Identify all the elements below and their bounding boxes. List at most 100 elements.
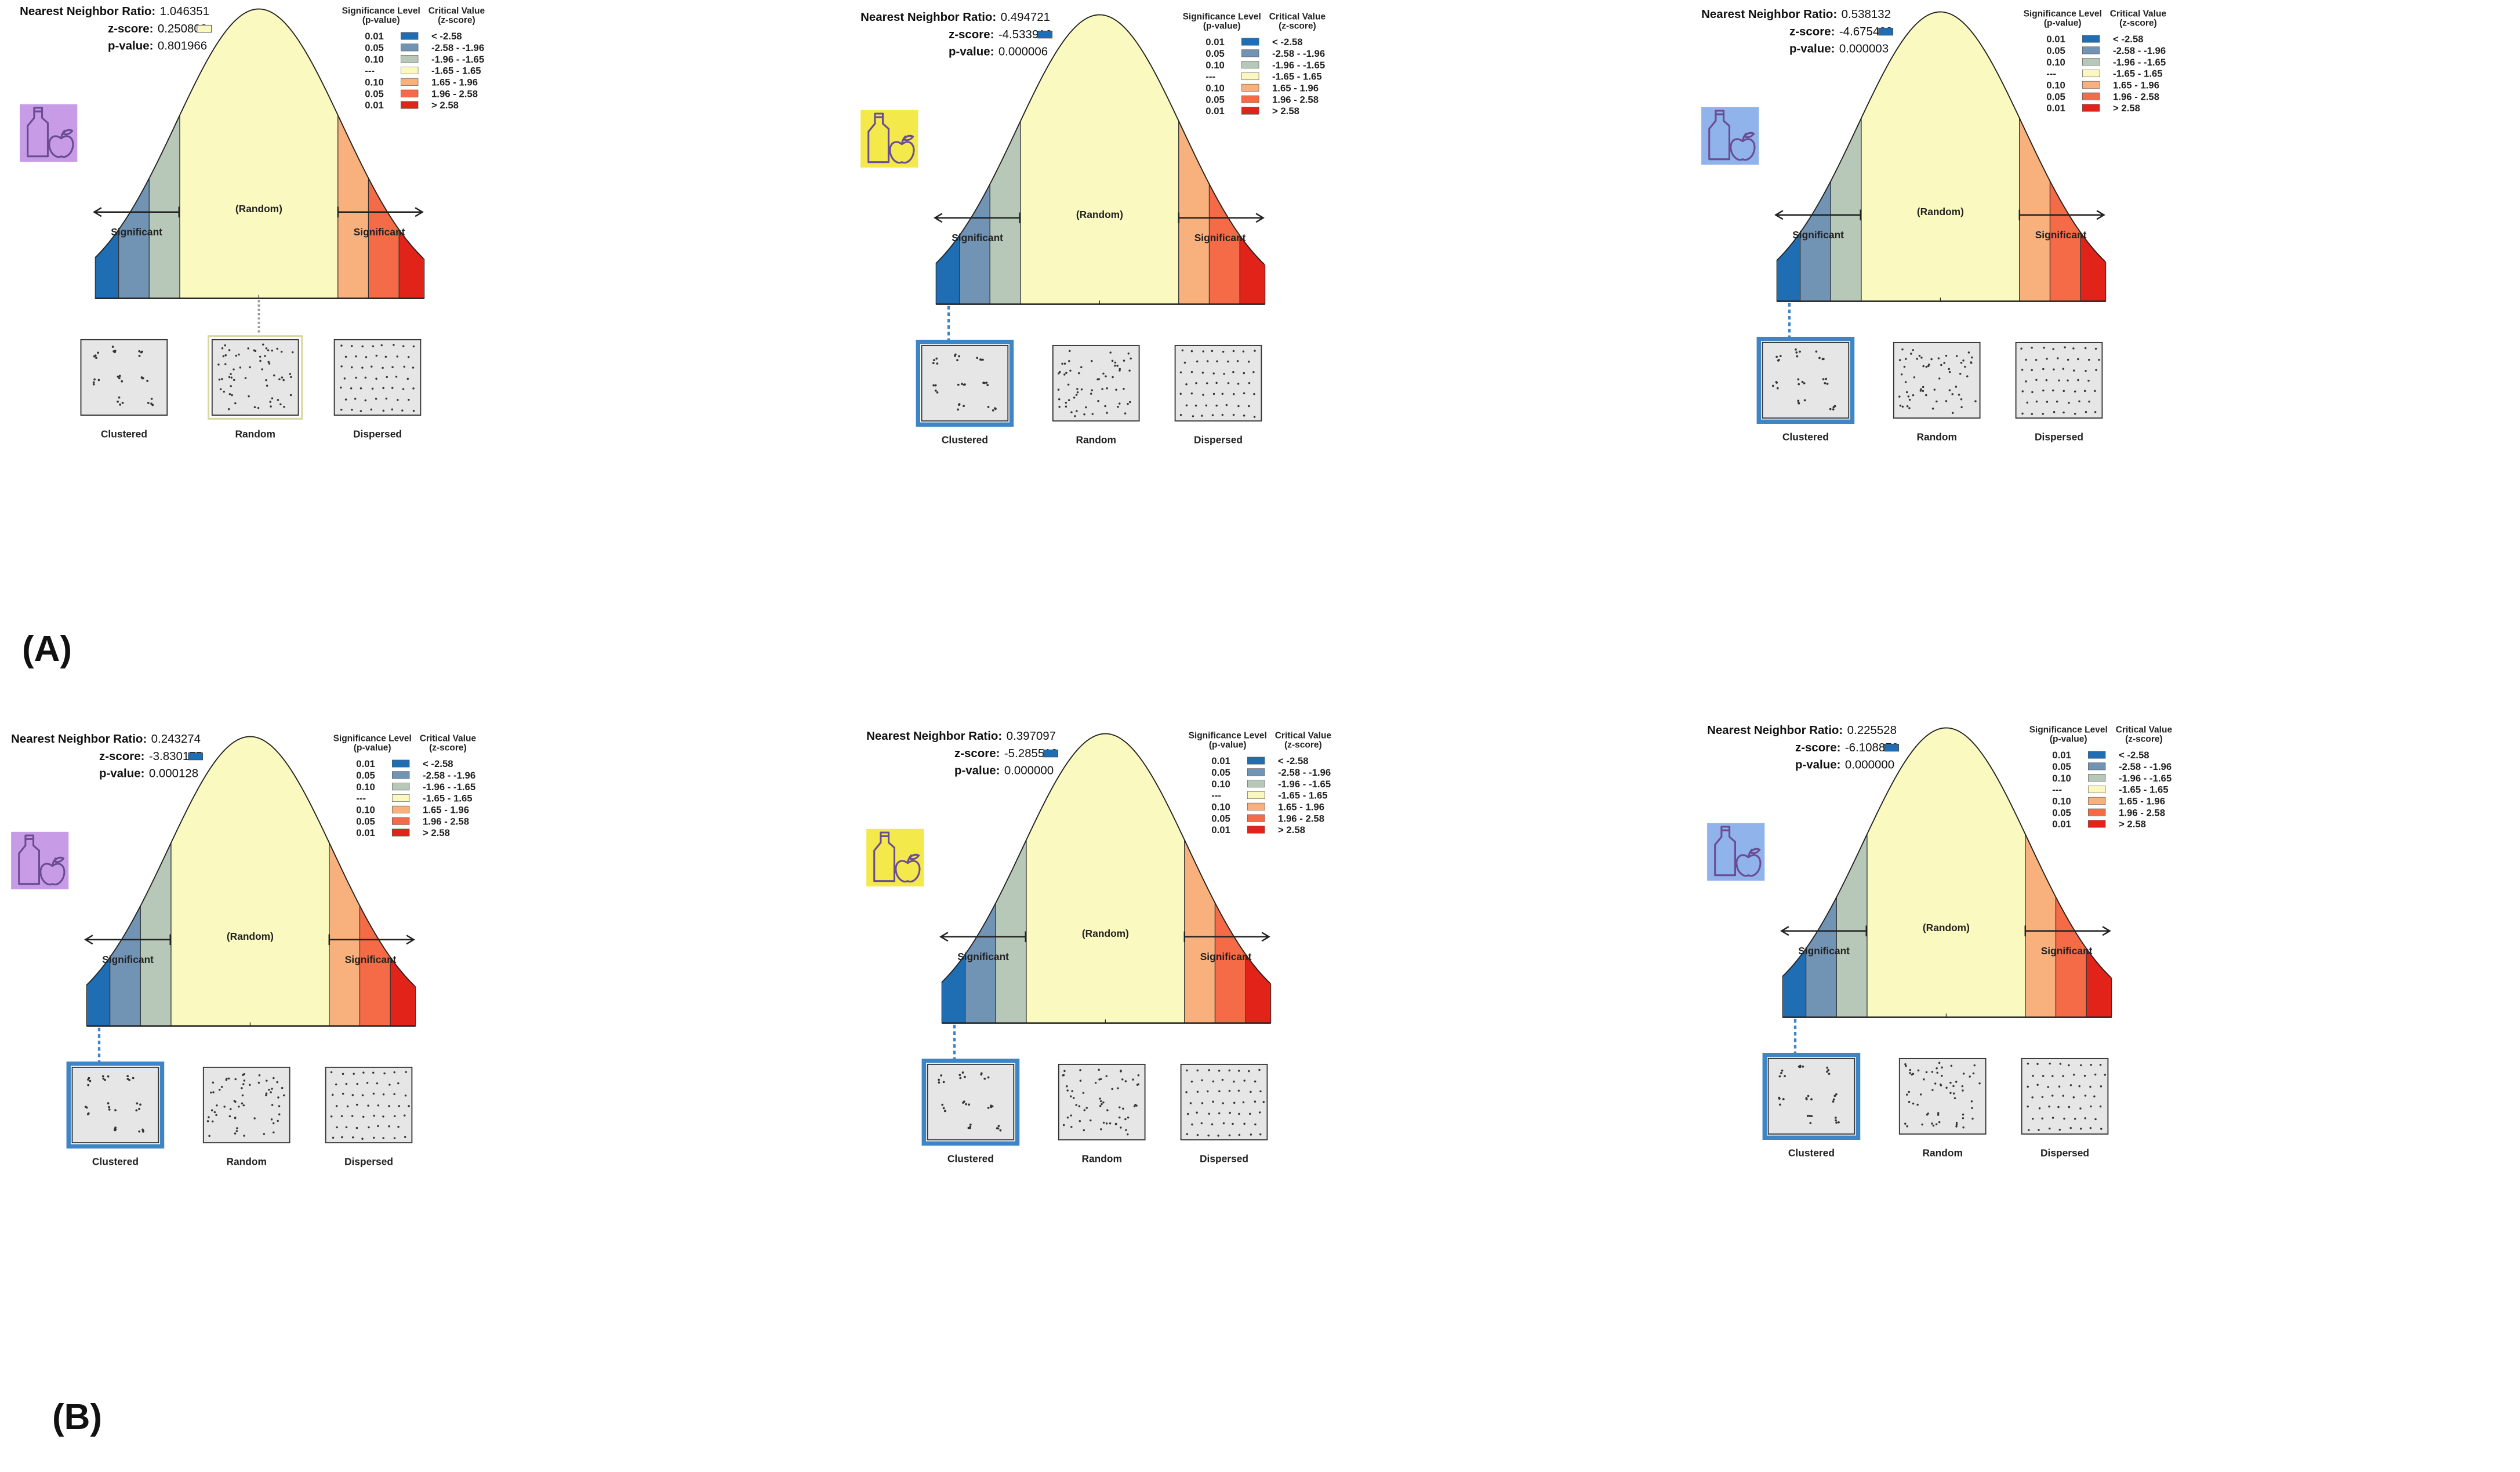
panel-3-random-dot-45 [1918, 355, 1921, 357]
panel-1-pattern-dots-dispersed [340, 344, 415, 412]
panel-3-legend-z-4: 1.65 - 1.96 [2113, 80, 2159, 91]
panel-3-nearest-neighbor-ratio-text: Nearest Neighbor Ratio: 0.538132 [1701, 8, 1891, 21]
panel-2-dispersed-dot-4-7 [1253, 392, 1255, 395]
panel-1-random-dot-37 [224, 363, 227, 365]
panel-2-legend-sig-subtitle: (p-value) [1203, 21, 1241, 31]
panel-4-legend-swatch-6 [391, 828, 410, 837]
panel-4-dispersed-dot-5-3 [368, 1126, 370, 1129]
panel-2-dispersed-dot-0-2 [1202, 350, 1204, 352]
panel-6-random-dot-58 [1906, 1093, 1908, 1096]
panel-3-dispersed-dot-5-4 [2068, 402, 2070, 404]
panel-6-dispersed-dot-2-5 [2078, 1085, 2080, 1088]
panel-3-dispersed-dot-0-2 [2043, 347, 2045, 349]
panel-1-dispersed-dot-4-5 [391, 387, 394, 389]
panel-5-random-dot-0 [1066, 1085, 1068, 1088]
panel-1-random-dot-22 [248, 395, 250, 398]
panel-4-dispersed-dot-2-5 [382, 1093, 385, 1096]
panel-1-dispersed-dot-0-1 [350, 345, 353, 347]
panel-2-legend-z-1: -2.58 - -1.96 [1272, 48, 1325, 59]
panel-4-significant-right-label: Significant [345, 954, 397, 965]
panel-6-pattern-highlight [1762, 1052, 1861, 1140]
panel-5-clustered-dot-1-3 [961, 1071, 964, 1074]
panel-2-legend-p-0: 0.01 [1205, 37, 1225, 48]
panel-2-random-dot-12 [1101, 388, 1103, 390]
panel-1-dispersed-dot-1-5 [396, 355, 398, 358]
panel-5-dispersed-dot-2-6 [1250, 1091, 1252, 1093]
panel-5-dispersed-dot-6-5 [1238, 1133, 1241, 1136]
panel-4-dispersed-dot-4-5 [382, 1115, 384, 1118]
panel-5-random-dot-53 [1136, 1084, 1139, 1086]
panel-5-pattern-dots-dispersed [1185, 1068, 1265, 1137]
panel-3-random-dot-30 [1945, 354, 1948, 357]
panel-5-legend-z-5: 1.96 - 2.58 [1278, 813, 1324, 824]
panel-6-random-dot-13 [1955, 1122, 1958, 1124]
panel-4-significant-arrows [84, 934, 415, 946]
panel-1-dispersed-dot-0-6 [402, 345, 405, 347]
panel-6-legend-p-0: 0.01 [2052, 750, 2071, 761]
panel-5-random-dot-43 [1135, 1104, 1138, 1107]
panel-1-random-dot-0 [221, 377, 223, 380]
panel-5-dispersed-dot-3-3 [1222, 1102, 1224, 1104]
panel-6-dispersed-dot-2-4 [2069, 1084, 2072, 1086]
panel-3-random-dot-54 [1951, 412, 1954, 414]
panel-5-clustered-dot-4-3 [963, 1100, 965, 1103]
panel-3-legend-z-3: -1.65 - 1.65 [2113, 68, 2163, 79]
panel-2-random-dot-59 [1076, 410, 1078, 412]
panel-5-random-dot-20 [1101, 1103, 1103, 1106]
panel-5-pattern-label-dispersed: Dispersed [1200, 1153, 1248, 1165]
panel-4-dispersed-dot-0-3 [362, 1071, 365, 1074]
panel-5-dispersed-dot-5-5 [1243, 1122, 1246, 1125]
panel-6-pattern-box-random [1898, 1057, 1987, 1135]
panel-4-clustered-dot-2-3 [128, 1079, 130, 1081]
panel-6-pattern-label-dispersed: Dispersed [2040, 1147, 2089, 1159]
panel-2-random-dot-20 [1077, 372, 1080, 375]
panel-2-dispersed-dot-3-3 [1215, 381, 1218, 384]
panel-2-random-dot-34 [1085, 406, 1087, 409]
panel-5-random-dot-29 [1090, 1119, 1092, 1122]
panel-1-random-dot-3 [253, 406, 256, 409]
panel-4-legend-swatch-0 [391, 759, 410, 768]
panel-6-dispersed-dot-1-3 [2062, 1075, 2064, 1077]
panel-2-dispersed-dot-6-4 [1221, 413, 1224, 416]
panel-1-clustered-dot-5-0 [146, 380, 149, 382]
panel-6-random-dot-28 [1973, 1064, 1976, 1067]
panel-6-curve-region-2 [1836, 834, 1868, 1018]
panel-1-clustered-dot-0-3 [93, 355, 96, 358]
panel-5-clustered-dot-2-3 [980, 1072, 983, 1075]
panel-6-clustered-dot-3-2 [1778, 1097, 1781, 1100]
panel-3-pattern-dots-dispersed [2020, 346, 2100, 415]
row-label-a: (A) [22, 629, 72, 669]
panel-5-random-dot-3 [1085, 1107, 1088, 1109]
panel-3-pattern-random: Random [1893, 341, 1981, 443]
panel-6-clustered-dot-7-1 [1834, 1116, 1837, 1119]
panel-6-random-dot-12 [1937, 1114, 1940, 1116]
panel-2-random-dot-44 [1076, 391, 1079, 394]
panel-5-legend: Significance Level(p-value) Critical Valu… [1189, 731, 1332, 836]
panel-4-random-dot-54 [263, 1133, 266, 1135]
panel-5-random-dot-10 [1127, 1116, 1130, 1119]
panel-5-random-dot-5 [1082, 1092, 1085, 1094]
panel-2-legend-p-6: 0.01 [1205, 106, 1225, 117]
panel-1-apple-leaf-icon [61, 129, 74, 136]
panel-1-random-dot-5 [262, 343, 264, 346]
panel-2-random-dot-38 [1080, 388, 1083, 391]
panel-1-random-dot-50 [217, 364, 220, 366]
panel-3-random-dot-49 [1974, 400, 1977, 402]
panel-4-dispersed-dot-3-1 [346, 1105, 349, 1108]
panel-5-clustered-dot-2-1 [987, 1076, 990, 1079]
panel-1-clustered-dot-3-2 [92, 381, 95, 384]
panel-2-dispersed-dot-4-3 [1212, 392, 1215, 395]
panel-4-clustered-dot-5-3 [138, 1107, 140, 1110]
panel-6-random-dot-34 [1925, 1071, 1928, 1074]
panel-4-category-icon [11, 831, 69, 889]
panel-5-random-dot-18 [1071, 1090, 1073, 1092]
panel-6-pattern-dots-dispersed [2027, 1062, 2107, 1131]
panel-6-random-dot-14 [1952, 1085, 1955, 1088]
panel-6-z-score-label: z-score: [1795, 741, 1840, 754]
panel-6-random-dot-15 [1935, 1123, 1938, 1125]
panel-3-dispersed-dot-4-4 [2063, 390, 2065, 392]
panel-1-random-dot-53 [244, 377, 247, 379]
panel-3-random-dot-25 [1922, 365, 1925, 368]
panel-3-legend-p-3: --- [2046, 68, 2056, 79]
